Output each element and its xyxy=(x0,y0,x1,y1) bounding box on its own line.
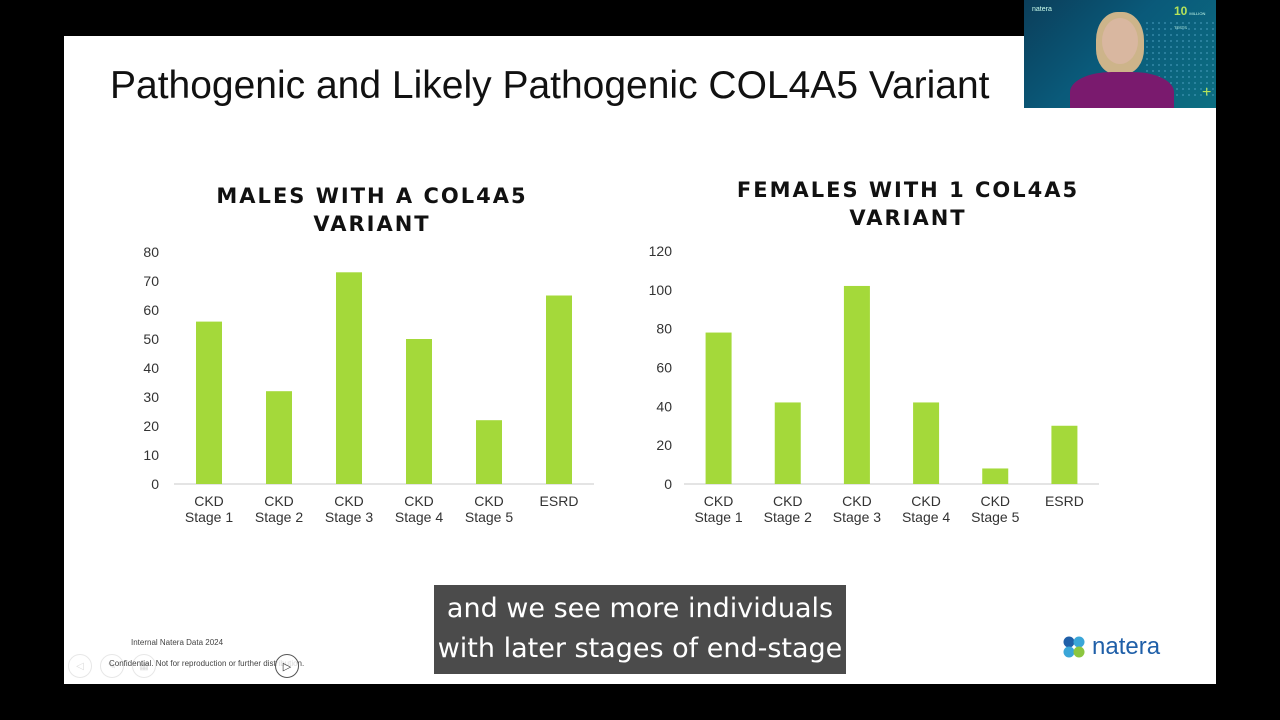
females-bar xyxy=(1051,425,1078,484)
presentation-slide: Pathogenic and Likely Pathogenic COL4A5 … xyxy=(64,36,1216,684)
females-category-label: Stage 2 xyxy=(764,509,812,525)
females-y-tick-label: 100 xyxy=(649,282,673,298)
males-y-tick-label: 30 xyxy=(143,389,159,405)
males-category-label: CKD xyxy=(264,493,294,509)
females-y-tick-label: 0 xyxy=(664,476,672,492)
females-bar xyxy=(774,402,801,484)
males-category-label: CKD xyxy=(334,493,364,509)
females-chart-title-line2: VARIANT xyxy=(849,206,967,230)
males-category-label: Stage 4 xyxy=(395,509,443,525)
video-camera-icon[interactable]: ▷ xyxy=(275,654,299,678)
presenter-body xyxy=(1070,72,1174,108)
data-source-footnote: Internal Natera Data 2024 xyxy=(131,638,224,647)
plus-decoration-icon: + xyxy=(1202,84,1212,101)
males-bar xyxy=(196,321,222,484)
subtitle-caption: and we see more individuals with later s… xyxy=(434,585,846,674)
males-y-tick-label: 10 xyxy=(143,447,159,463)
presenter-face xyxy=(1102,18,1138,64)
males-category-label: CKD xyxy=(194,493,224,509)
males-bar xyxy=(266,391,292,484)
males-y-tick-label: 70 xyxy=(143,273,159,289)
males-category-label: Stage 5 xyxy=(465,509,513,525)
males-bar xyxy=(336,272,362,484)
females-category-label: CKD xyxy=(842,493,872,509)
males-category-label: Stage 1 xyxy=(185,509,233,525)
females-y-tick-label: 80 xyxy=(656,321,672,337)
females-category-label: Stage 4 xyxy=(902,509,950,525)
presenter-webcam-feed: natera 10 MILLION TESTS + xyxy=(1024,0,1216,108)
previous-slide-icon[interactable]: ◁ xyxy=(68,654,92,678)
females-bar xyxy=(982,468,1009,484)
females-chart-title: FEMALES WITH 1 COL4A5 VARIANT xyxy=(706,176,1110,232)
males-bar xyxy=(406,339,432,484)
males-chart-title-line1: MALES WITH A COL4A5 xyxy=(216,184,528,208)
females-category-label: Stage 1 xyxy=(694,509,742,525)
males-category-label: ESRD xyxy=(540,493,579,509)
females-chart-title-line1: FEMALES WITH 1 COL4A5 xyxy=(736,178,1080,202)
slide-title: Pathogenic and Likely Pathogenic COL4A5 … xyxy=(110,64,990,107)
males-y-tick-label: 0 xyxy=(151,476,159,492)
natera-logo: natera xyxy=(1062,633,1160,661)
males-y-tick-label: 50 xyxy=(143,331,159,347)
males-chart-title-line2: VARIANT xyxy=(313,212,431,236)
males-y-tick-label: 20 xyxy=(143,418,159,434)
females-category-label: Stage 5 xyxy=(971,509,1019,525)
females-y-tick-label: 60 xyxy=(656,360,672,376)
confidential-notice: Confidential. Not for reproduction or fu… xyxy=(109,659,305,668)
females-y-tick-label: 120 xyxy=(649,243,673,259)
males-y-tick-label: 40 xyxy=(143,360,159,376)
pen-icon[interactable]: ✎ xyxy=(100,654,124,678)
natera-logo-text: natera xyxy=(1092,633,1161,660)
females-bar xyxy=(705,332,732,484)
males-category-label: CKD xyxy=(404,493,434,509)
females-category-label: CKD xyxy=(980,493,1010,509)
males-category-label: Stage 2 xyxy=(255,509,303,525)
webcam-badge-subtext: MILLION TESTS xyxy=(1174,11,1206,30)
males-y-tick-label: 60 xyxy=(143,302,159,318)
females-category-label: CKD xyxy=(911,493,941,509)
webcam-milestone-badge: 10 MILLION TESTS xyxy=(1174,4,1216,32)
females-bar xyxy=(913,402,940,484)
females-category-label: ESRD xyxy=(1045,493,1084,509)
males-y-tick-label: 80 xyxy=(143,244,159,260)
females-y-tick-label: 20 xyxy=(656,437,672,453)
webcam-badge-number: 10 xyxy=(1174,4,1188,18)
females-bar xyxy=(843,285,870,484)
natera-logo-mark-icon xyxy=(1063,636,1085,658)
females-category-label: Stage 3 xyxy=(833,509,881,525)
males-chart-title: MALES WITH A COL4A5 VARIANT xyxy=(174,182,570,238)
webcam-brand-label: natera xyxy=(1032,6,1052,13)
females-y-tick-label: 40 xyxy=(656,398,672,414)
females-category-label: CKD xyxy=(704,493,734,509)
females-category-label: CKD xyxy=(773,493,803,509)
males-bar xyxy=(476,420,502,484)
males-category-label: Stage 3 xyxy=(325,509,373,525)
slides-grid-icon[interactable]: ▦ xyxy=(132,654,156,678)
caption-line-1: and we see more individuals xyxy=(446,593,834,624)
males-bar xyxy=(546,295,572,484)
slide-playback-controls: ◁ ✎ ▦ xyxy=(68,653,156,679)
caption-line-2: with later stages of end-stage xyxy=(437,633,843,664)
males-category-label: CKD xyxy=(474,493,504,509)
